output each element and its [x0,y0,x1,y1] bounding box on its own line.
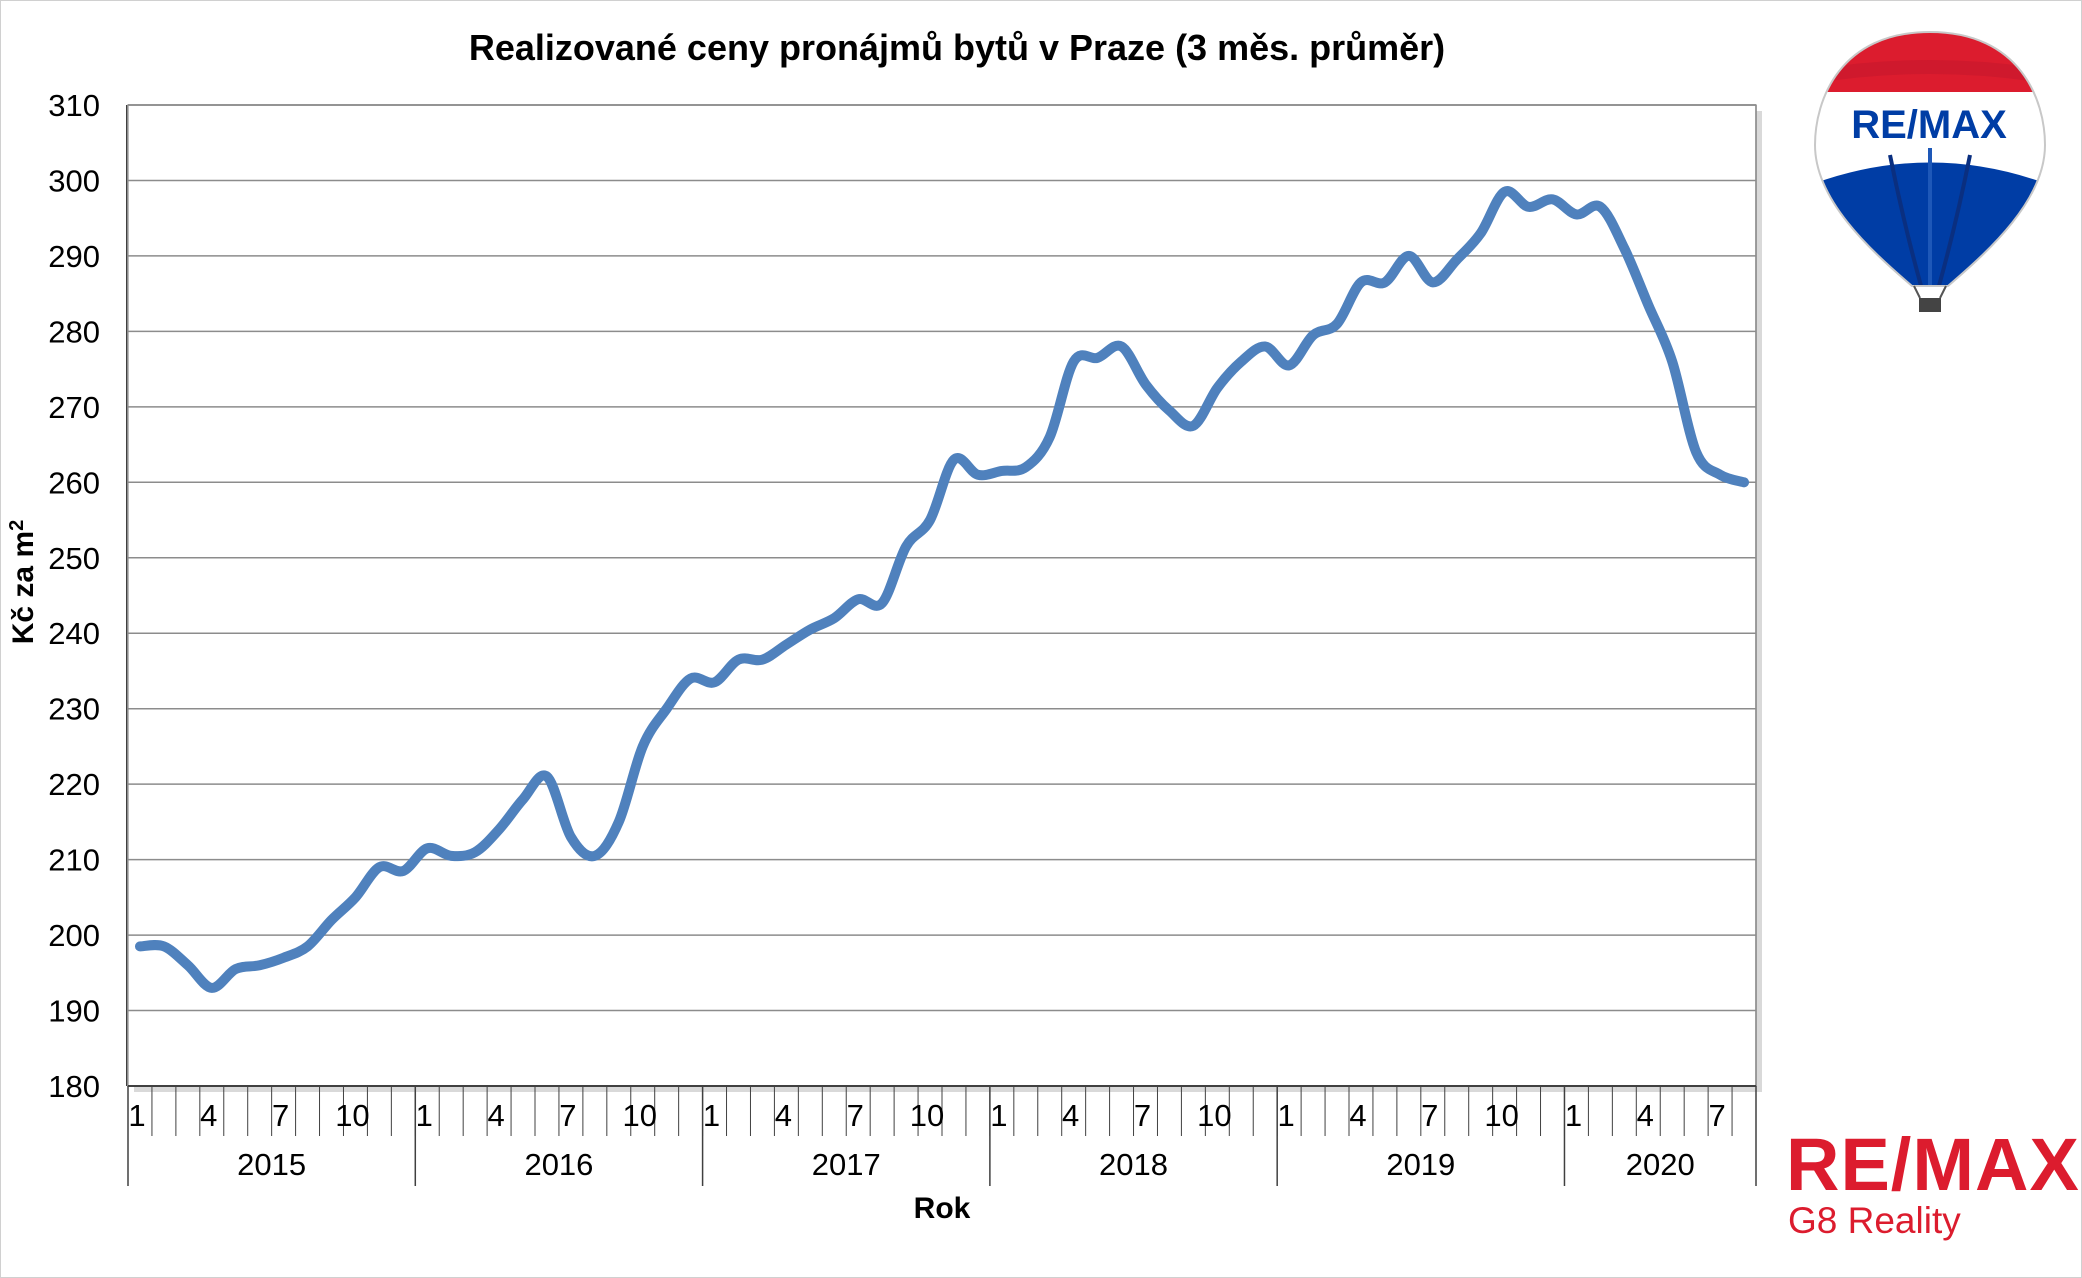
x-tick-label: 1 [990,1098,1007,1133]
year-label: 2020 [1626,1147,1695,1182]
x-tick-label: 7 [1134,1098,1151,1133]
balloon-seam [1888,154,1927,286]
x-tick-label: 10 [335,1098,369,1133]
balloon-outline [1813,30,2047,287]
balloon-text: RE/MAX [1851,103,2007,147]
y-tick-label: 240 [48,616,100,651]
y-tick-label: 270 [48,390,100,425]
balloon-basket [1919,298,1941,312]
y-axis-label-superscript: 2 [6,520,28,531]
x-tick-label: 7 [847,1098,864,1133]
x-axis-label: Rok [914,1192,971,1225]
remax-balloon-logo: RE/MAX [1813,30,2047,312]
plot-area [127,104,1757,1087]
y-tick-label: 210 [48,843,100,878]
brand-name: RE/MAX [1786,1123,2080,1206]
y-axis: 180 190 200 210 220 230 240 250 260 270 280 290 300 3… [48,88,100,1104]
series-layer [134,186,1750,993]
x-tick-label: 10 [1484,1098,1518,1133]
year-label: 2015 [237,1147,306,1182]
x-tick-label: 7 [272,1098,289,1133]
x-tick-label: 1 [416,1098,433,1133]
x-tick-label: 4 [775,1098,792,1133]
x-tick-label: 4 [1062,1098,1079,1133]
y-tick-label: 310 [48,88,100,123]
y-tick-label: 290 [48,239,100,274]
y-axis-label-text: Kč za m [7,531,40,644]
x-tick-label: 4 [1349,1098,1366,1133]
y-axis-label: Kč za m2 [6,520,40,645]
year-label: 2016 [524,1147,593,1182]
x-tick-label: 10 [910,1098,944,1133]
x-tick-label: 7 [1708,1098,1725,1133]
y-tick-label: 280 [48,314,100,349]
y-tick-label: 250 [48,541,100,576]
y-tick-label: 300 [48,163,100,198]
year-label: 2019 [1386,1147,1455,1182]
x-tick-label: 10 [622,1098,656,1133]
series-line [134,186,1750,993]
x-tick-label: 1 [1278,1098,1295,1133]
balloon-seam [1933,154,1972,286]
x-tick-label: 1 [128,1098,145,1133]
y-tick-label: 180 [48,1069,100,1104]
x-tick-label: 4 [487,1098,504,1133]
y-tick-label: 190 [48,994,100,1029]
x-axis: 1 4 7 10 1 4 7 10 1 4 7 10 1 4 7 10 1 4 7 10 1 4 7 2015 2016 2017… [127,1086,1757,1186]
x-tick-label: 7 [559,1098,576,1133]
x-tick-label: 7 [1421,1098,1438,1133]
year-label: 2017 [812,1147,881,1182]
balloon-red-shade [1815,60,2045,84]
chart-title: Realizované ceny pronájmů bytů v Praze (… [469,27,1445,68]
x-tick-label: 10 [1197,1098,1231,1133]
y-tick-label: 220 [48,767,100,802]
balloon-rope [1939,285,1947,299]
balloon-rope [1913,285,1921,299]
year-label: 2018 [1099,1147,1168,1182]
y-tick-label: 200 [48,918,100,953]
x-tick-label: 1 [703,1098,720,1133]
y-tick-label: 260 [48,465,100,500]
x-tick-label: 4 [200,1098,217,1133]
brand-subtitle: G8 Reality [1788,1200,1961,1241]
x-tick-label: 4 [1637,1098,1654,1133]
y-tick-label: 230 [48,692,100,727]
x-tick-label: 1 [1565,1098,1582,1133]
